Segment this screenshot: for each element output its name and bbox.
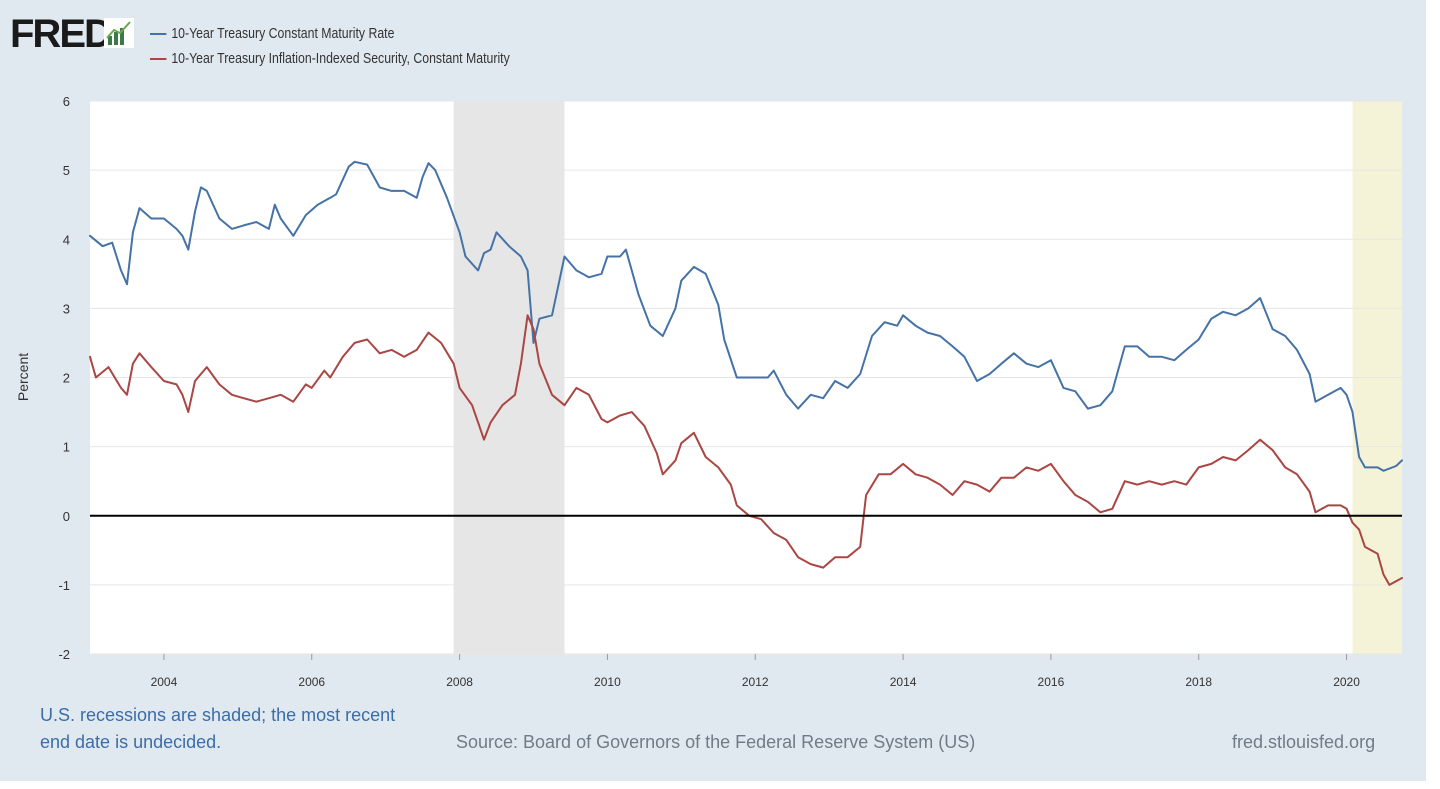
legend-label-tips: 10-Year Treasury Inflation-Indexed Secur… [171,50,510,67]
recession-note: U.S. recessions are shaded; the most rec… [40,702,395,756]
x-tick-label-2010: 2010 [594,675,621,689]
y-axis-label: Percent [15,353,31,401]
y-tick-label-1: 1 [63,440,70,455]
fred-logo-chart-icon [104,18,134,48]
x-tick-label-2018: 2018 [1185,675,1212,689]
y-tick-label-6: 6 [63,94,70,109]
y-tick-label--2: -2 [58,647,70,662]
y-tick-label-2: 2 [63,371,70,386]
y-tick-label-3: 3 [63,301,70,316]
y-tick-label-4: 4 [63,232,70,247]
source-text: Source: Board of Governors of the Federa… [456,732,976,752]
series-line-nominal[interactable] [89,160,1403,472]
x-tick-label-2012: 2012 [742,675,769,689]
y-tick-label-0: 0 [63,509,70,524]
x-tick-label-2004: 2004 [151,675,178,689]
x-tick-label-2006: 2006 [298,675,325,689]
legend-swatch-nominal [150,33,167,36]
recession-note-line1: U.S. recessions are shaded; the most rec… [40,705,396,725]
legend-label-nominal: 10-Year Treasury Constant Maturity Rate [171,25,395,42]
legend-swatch-tips [150,58,167,61]
y-tick-label--1: -1 [58,578,70,593]
series-line-tips[interactable] [89,314,1403,586]
site-link[interactable]: fred.stlouisfed.org [1232,732,1376,752]
y-tick-label-5: 5 [63,163,70,178]
fred-logo[interactable]: FRED [10,12,113,56]
x-tick-label-2014: 2014 [890,675,917,689]
x-tick-label-2008: 2008 [446,675,473,689]
legend-item-tips[interactable]: 10-Year Treasury Inflation-Indexed Secur… [150,50,510,68]
x-tick-label-2020: 2020 [1333,675,1360,689]
x-tick-label-2016: 2016 [1038,675,1065,689]
legend-item-nominal[interactable]: 10-Year Treasury Constant Maturity Rate [150,25,394,43]
recession-note-line2: end date is undecided. [40,732,222,752]
